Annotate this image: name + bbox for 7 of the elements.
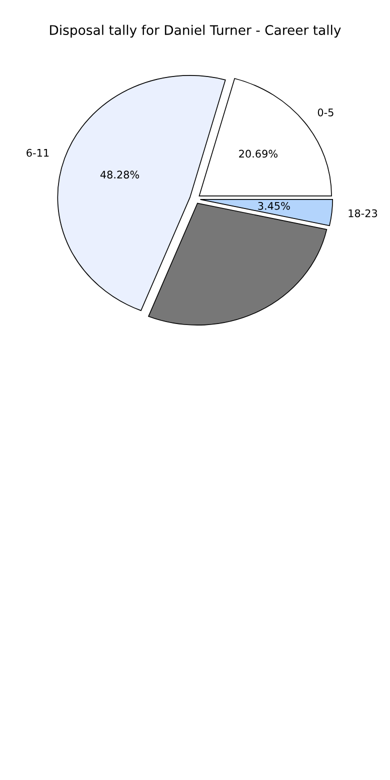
data-label: 3.45%: [258, 202, 290, 210]
chart-title: Disposal tally for Daniel Turner - Career tally: [50, 24, 341, 38]
data-label: 20.69%: [239, 150, 278, 158]
slice-label: 0-5: [318, 108, 334, 116]
slice-label: 6-11: [26, 148, 49, 157]
data-label: 48.28%: [100, 170, 140, 179]
slice-label: 18-23: [348, 209, 378, 218]
